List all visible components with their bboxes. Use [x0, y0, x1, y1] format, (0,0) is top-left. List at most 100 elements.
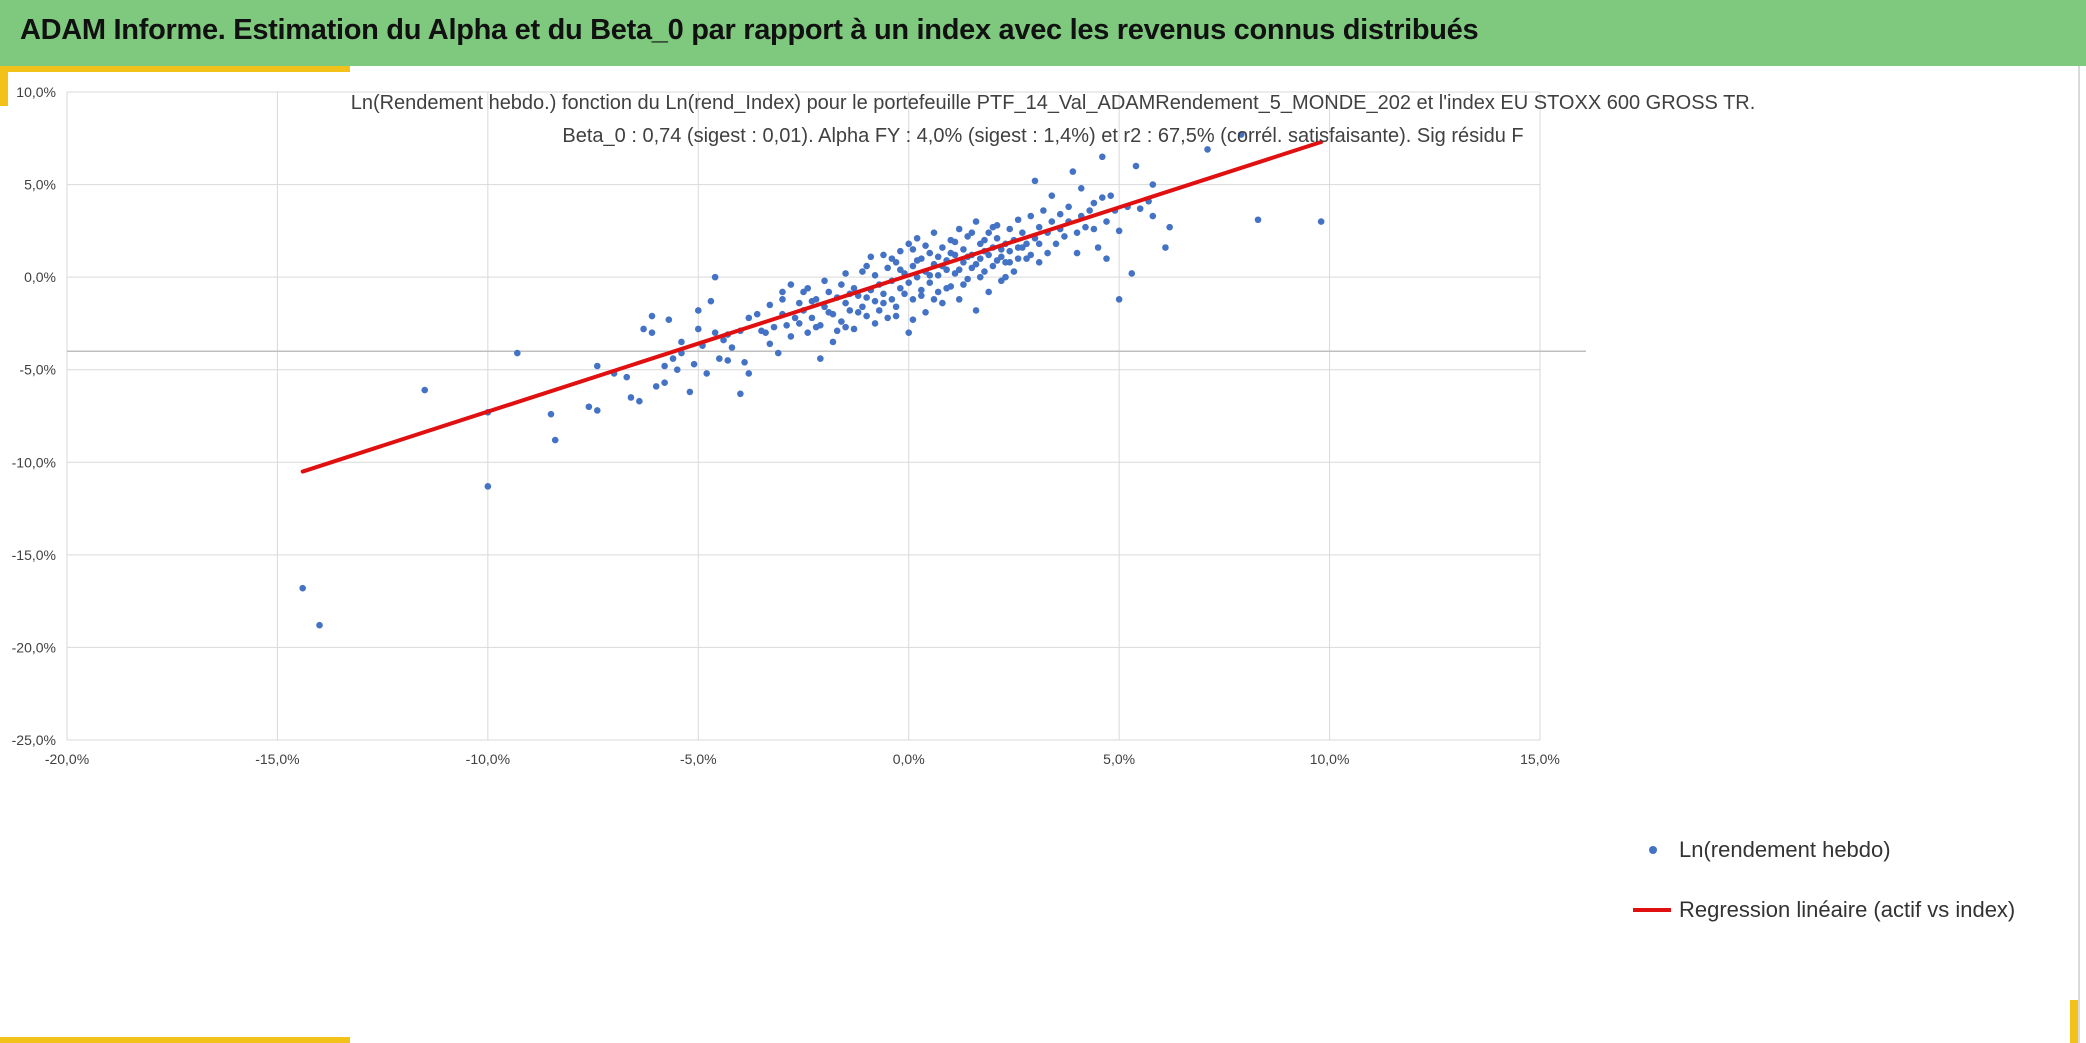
data-point — [593, 362, 601, 370]
data-point — [1107, 192, 1115, 199]
data-point — [787, 281, 795, 288]
data-point — [812, 323, 820, 331]
data-point — [981, 268, 988, 275]
data-point — [1019, 244, 1026, 251]
data-point — [1103, 218, 1110, 225]
data-point — [905, 279, 913, 286]
data-point — [918, 292, 925, 299]
data-point — [892, 303, 900, 311]
data-point — [1014, 255, 1022, 262]
data-point — [1166, 223, 1173, 231]
data-point — [972, 307, 980, 314]
data-point — [976, 273, 984, 281]
data-point — [846, 307, 854, 314]
data-point — [913, 273, 921, 281]
data-point — [1056, 210, 1064, 218]
data-point — [896, 284, 904, 292]
data-point — [1237, 131, 1245, 138]
data-point — [745, 370, 753, 377]
y-tick-label: 10,0% — [16, 84, 56, 100]
data-point — [1099, 153, 1106, 161]
data-point — [1035, 223, 1043, 231]
data-point — [1052, 240, 1060, 248]
x-tick-label: 10,0% — [1310, 751, 1350, 767]
data-point — [1014, 216, 1022, 224]
data-point — [905, 329, 913, 336]
data-point — [985, 229, 992, 237]
data-point — [804, 329, 812, 336]
legend-marker-regression — [1633, 908, 1671, 912]
data-point — [762, 329, 769, 336]
data-point — [863, 312, 870, 320]
legend-label-points: Ln(rendement hebdo) — [1679, 837, 1891, 862]
data-point — [808, 314, 816, 322]
data-point — [972, 260, 980, 268]
x-tick-label: -15,0% — [255, 751, 299, 767]
data-point — [299, 584, 306, 592]
data-point — [884, 264, 891, 272]
data-point — [989, 223, 997, 231]
data-point — [955, 296, 963, 303]
accent-corner-bottom-left — [0, 1037, 350, 1043]
data-point — [968, 229, 976, 237]
report-title: ADAM Informe. Estimation du Alpha et du … — [20, 14, 1479, 46]
data-point — [421, 386, 429, 394]
y-tick-label: 5,0% — [24, 177, 56, 193]
accent-corner-bottom-right — [2070, 1000, 2078, 1043]
scatter-chart: 10,0% 5,0% 0,0% -5,0% -10,0% -15,0% -20,0% -25,… — [12, 84, 1586, 767]
data-point — [863, 262, 870, 270]
data-point — [985, 288, 992, 296]
data-point — [985, 251, 992, 259]
data-point — [867, 253, 875, 261]
chart-border — [2078, 66, 2080, 1043]
data-point — [943, 284, 950, 292]
x-tick-label: 0,0% — [893, 751, 925, 767]
data-point — [1086, 207, 1093, 214]
x-tick-label: -10,0% — [466, 751, 510, 767]
y-tick-label: -10,0% — [12, 454, 56, 470]
data-point — [842, 323, 849, 331]
data-point — [939, 299, 946, 307]
data-point — [1094, 244, 1102, 251]
data-point — [1061, 233, 1068, 240]
data-point — [960, 246, 967, 253]
data-point — [825, 309, 833, 316]
data-point — [551, 436, 559, 444]
data-point — [905, 240, 913, 248]
data-point — [779, 296, 786, 303]
data-point — [1149, 181, 1157, 188]
data-point — [648, 312, 656, 320]
data-point — [1082, 223, 1089, 231]
data-point — [1204, 146, 1211, 153]
x-tick-label: 5,0% — [1103, 751, 1135, 767]
data-point — [951, 238, 959, 246]
legend-label-regression: Regression linéaire (actif vs index) — [1679, 897, 2016, 922]
data-point — [665, 316, 673, 324]
data-point — [850, 325, 858, 333]
data-point — [821, 277, 828, 285]
data-point — [875, 307, 883, 314]
data-point — [817, 355, 824, 362]
data-point — [690, 360, 698, 368]
data-point — [880, 290, 887, 298]
data-point — [623, 373, 631, 381]
data-point — [1254, 216, 1262, 224]
legend-marker-points — [1649, 846, 1657, 854]
data-point — [766, 301, 774, 309]
data-point — [934, 253, 942, 261]
data-point — [1132, 162, 1140, 170]
data-point — [981, 236, 988, 244]
data-point — [829, 338, 837, 346]
chart-title: Ln(Rendement hebdo.) fonction du Ln(rend… — [350, 92, 1756, 114]
data-point — [934, 271, 942, 279]
data-point — [913, 234, 921, 242]
x-tick-label: -5,0% — [680, 751, 717, 767]
data-point — [770, 323, 778, 331]
data-point — [1136, 205, 1144, 212]
data-point — [484, 483, 492, 490]
data-point — [800, 288, 807, 296]
data-point — [669, 355, 677, 362]
data-point — [1006, 259, 1014, 266]
data-point — [648, 329, 656, 336]
data-point — [1073, 249, 1081, 257]
